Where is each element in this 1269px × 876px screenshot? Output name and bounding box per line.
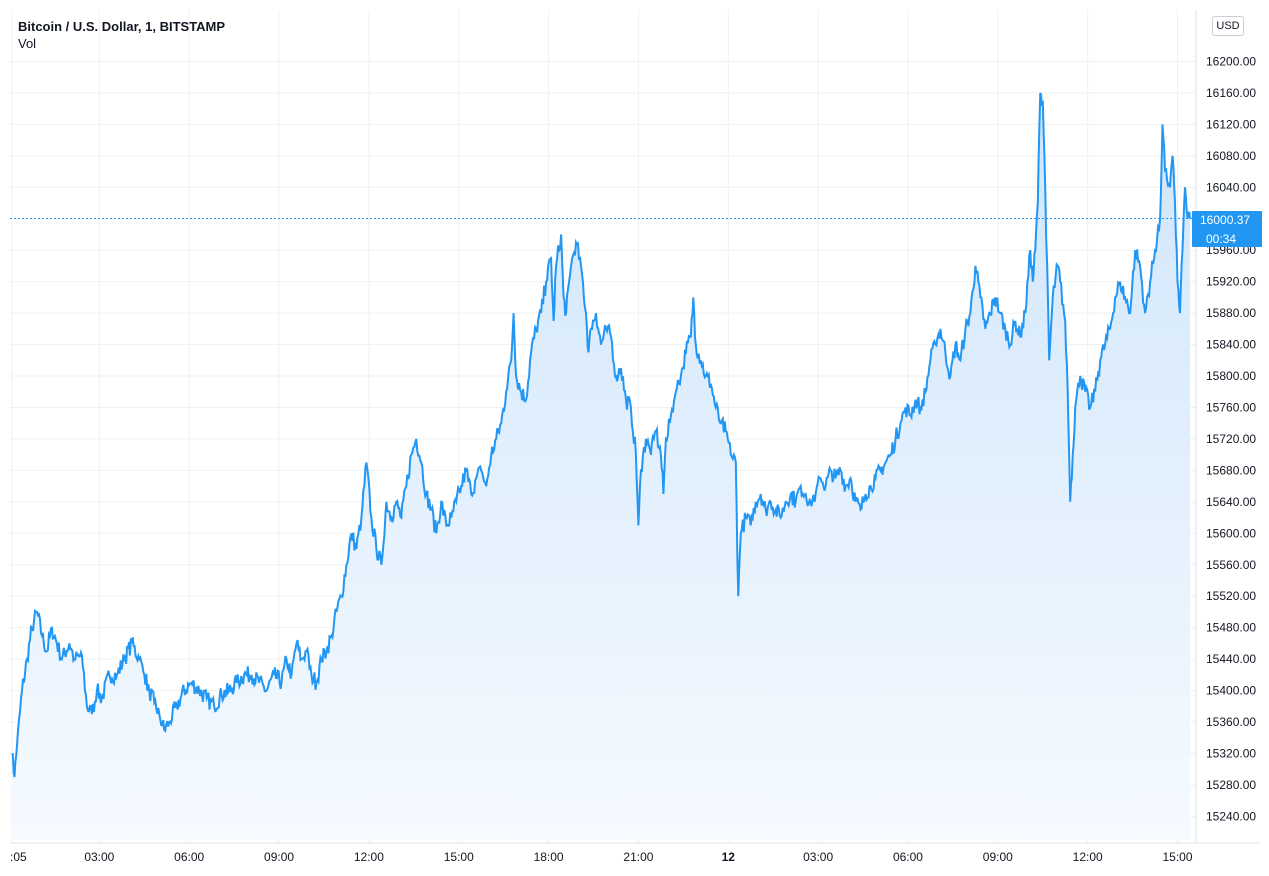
- price-tick-label: 15560.00: [1206, 558, 1256, 572]
- time-tick-label: 09:00: [983, 850, 1013, 864]
- price-tick-label: 15840.00: [1206, 338, 1256, 352]
- time-tick-label: 12:00: [1073, 850, 1103, 864]
- time-tick-label: 03:00: [84, 850, 114, 864]
- price-tick-label: 15480.00: [1206, 621, 1256, 635]
- price-tick-label: 16160.00: [1206, 86, 1256, 100]
- price-tick-label: 15800.00: [1206, 369, 1256, 383]
- symbol-legend: Bitcoin / U.S. Dollar, 1, BITSTAMP Vol: [18, 18, 225, 52]
- price-tick-label: 15440.00: [1206, 652, 1256, 666]
- price-tick-label: 16200.00: [1206, 54, 1256, 68]
- symbol-title[interactable]: Bitcoin / U.S. Dollar, 1, BITSTAMP: [18, 19, 226, 34]
- price-tick-label: 16120.00: [1206, 117, 1256, 131]
- time-tick-label: 12:00: [354, 850, 384, 864]
- time-tick-label: 06:00: [893, 850, 923, 864]
- time-tick-label: 12: [722, 850, 736, 864]
- time-tick-label: 21:00: [623, 850, 653, 864]
- last-price-tag-bg: [1192, 211, 1262, 247]
- countdown-timer: 00:34: [1206, 232, 1236, 246]
- currency-button[interactable]: USD: [1212, 16, 1244, 36]
- time-scale[interactable]: :05 03:00 06:00 09:00 12:00 15:00 18:00 21:00 12…: [10, 850, 1193, 864]
- time-tick-label: 15:00: [1163, 850, 1193, 864]
- price-area: [12, 92, 1190, 840]
- price-tick-label: 15400.00: [1206, 684, 1256, 698]
- price-tick-label: 15880.00: [1206, 306, 1256, 320]
- price-tick-label: 16080.00: [1206, 149, 1256, 163]
- price-tick-label: 15600.00: [1206, 526, 1256, 540]
- price-tick-label: 15680.00: [1206, 463, 1256, 477]
- price-tick-label: 15240.00: [1206, 809, 1256, 823]
- time-tick-label: :05: [10, 850, 27, 864]
- volume-legend[interactable]: Vol: [18, 36, 37, 51]
- last-price-tag: 16000.37 00:34: [1192, 211, 1262, 247]
- price-tick-label: 15280.00: [1206, 778, 1256, 792]
- price-line: [11, 92, 1191, 778]
- price-tick-label: 15720.00: [1206, 432, 1256, 446]
- price-tick-label: 16040.00: [1206, 180, 1256, 194]
- last-price-value: 16000.37: [1200, 213, 1250, 227]
- price-tick-label: 15760.00: [1206, 400, 1256, 414]
- price-scale[interactable]: 15240.00 15280.00 15320.00 15360.00 15400.00…: [1206, 54, 1256, 823]
- time-tick-label: 09:00: [264, 850, 294, 864]
- time-tick-label: 06:00: [174, 850, 204, 864]
- price-tick-label: 15520.00: [1206, 589, 1256, 603]
- price-tick-label: 15920.00: [1206, 275, 1256, 289]
- price-tick-label: 15640.00: [1206, 495, 1256, 509]
- time-tick-label: 18:00: [534, 850, 564, 864]
- price-tick-label: 15320.00: [1206, 746, 1256, 760]
- time-tick-label: 03:00: [803, 850, 833, 864]
- time-tick-label: 15:00: [444, 850, 474, 864]
- price-tick-label: 15360.00: [1206, 715, 1256, 729]
